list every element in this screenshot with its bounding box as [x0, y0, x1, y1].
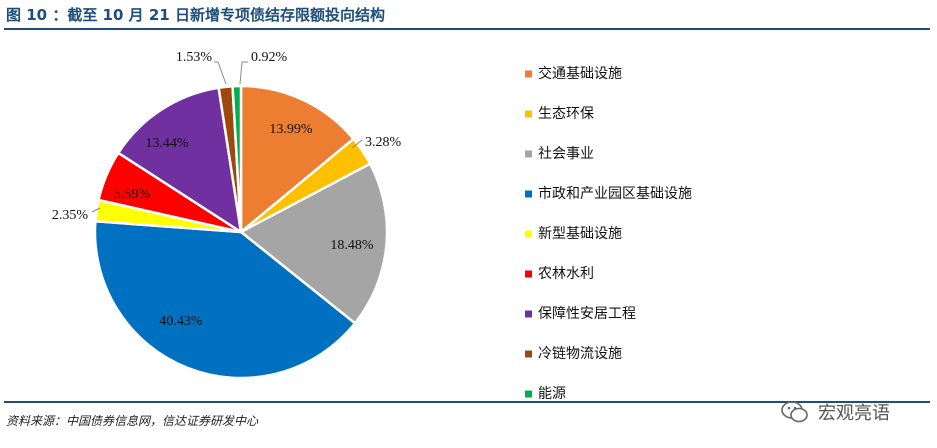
leader-line — [91, 207, 101, 213]
slice-data-label: 18.48% — [330, 238, 374, 253]
legend-label: 冷链物流设施 — [538, 346, 622, 362]
leader-line — [351, 139, 363, 149]
legend-swatch — [525, 190, 532, 198]
slice-labels: 13.99% 3.28% 18.48% 40.43% 2.35% 5.59% 13.44% 1… — [52, 50, 402, 329]
legend-label: 农林水利 — [538, 266, 594, 282]
footer-rule — [4, 401, 930, 403]
legend-swatch — [525, 270, 532, 278]
legend: 交通基础设施生态环保社会事业市政和产业园区基础设施新型基础设施农林水利保障性安居… — [525, 65, 692, 402]
leader-lines — [91, 61, 363, 213]
pie-slice — [238, 162, 389, 326]
legend-label: 社会事业 — [538, 146, 594, 162]
legend-label: 新型基础设施 — [538, 225, 622, 242]
legend-swatch — [525, 390, 532, 398]
slice-data-label: 13.99% — [269, 122, 313, 137]
slice-data-label: 40.43% — [159, 314, 203, 329]
pie-slices — [93, 84, 389, 380]
leader-line — [214, 61, 227, 85]
pie-slice — [239, 84, 356, 235]
wechat-icon — [781, 401, 808, 423]
pie-slice — [116, 86, 243, 235]
watermark: 宏观亮语 — [780, 392, 890, 432]
legend-label: 生态环保 — [538, 106, 594, 122]
slice-data-label: 1.53% — [176, 50, 213, 65]
pie-slice — [231, 84, 243, 233]
figure-title: 图 10 ：截至 10 月 21 日新增专项债结存限额投向结构 — [6, 6, 385, 24]
slice-data-label: 5.59% — [114, 187, 151, 202]
slice-data-label: 2.35% — [52, 208, 89, 223]
source-note: 资料来源：中国债券信息网，信达证券研发中心 — [6, 414, 259, 428]
legend-swatch — [525, 230, 532, 238]
slice-data-label: 13.44% — [145, 136, 189, 151]
legend-label: 交通基础设施 — [538, 65, 622, 82]
legend-swatch — [525, 350, 532, 358]
slice-data-label: 0.92% — [251, 50, 288, 65]
legend-label: 市政和产业园区基础设施 — [538, 185, 692, 202]
slice-data-label: 3.28% — [365, 135, 402, 150]
legend-swatch — [525, 110, 532, 118]
title-rule — [4, 28, 930, 30]
pie-slice — [93, 219, 357, 380]
legend-swatch — [525, 70, 532, 78]
legend-label: 能源 — [538, 386, 566, 402]
legend-label: 保障性安居工程 — [538, 306, 636, 322]
legend-swatch — [525, 150, 532, 158]
leader-line — [239, 61, 248, 85]
legend-swatch — [525, 310, 532, 318]
watermark-text: 宏观亮语 — [818, 403, 890, 424]
